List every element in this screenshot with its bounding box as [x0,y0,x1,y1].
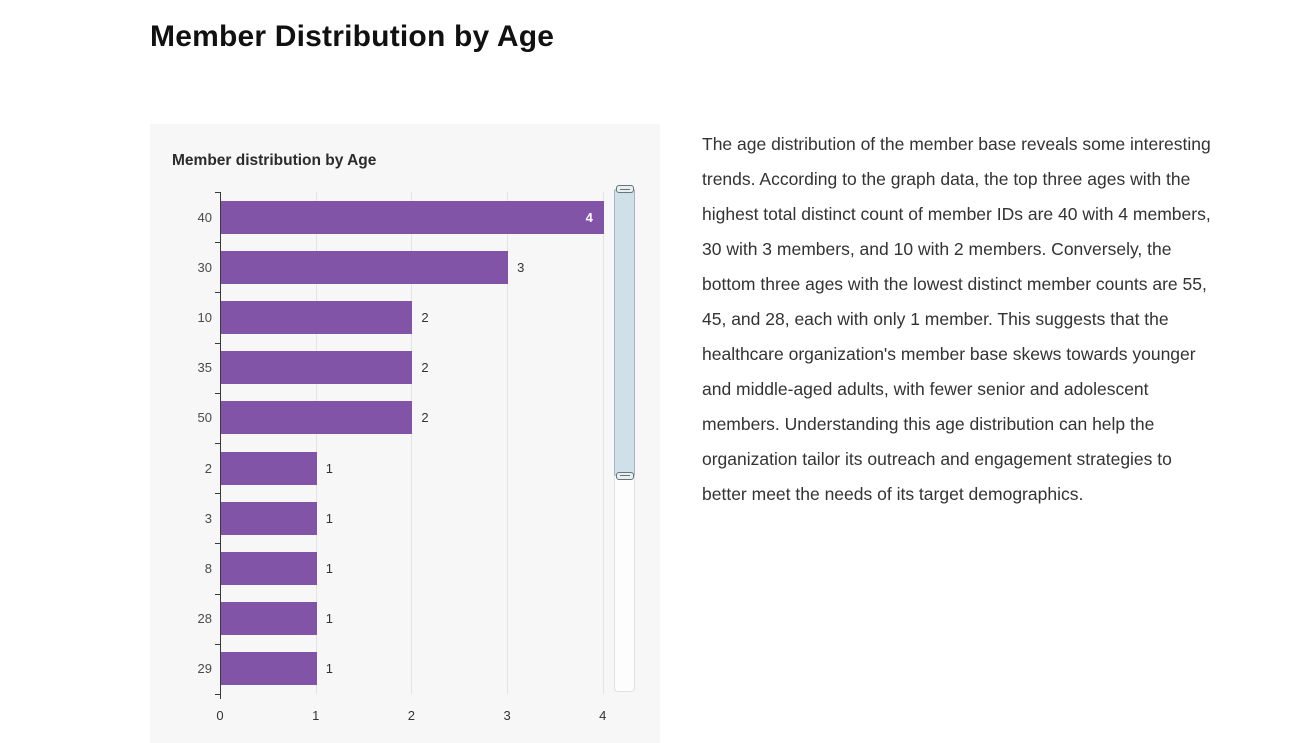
gridline-x-4 [602,192,604,694]
chart-description: The age distribution of the member base … [702,134,1211,504]
bar-age-50[interactable] [221,401,413,435]
category-label: 28 [197,611,212,627]
category-label: 40 [197,209,212,225]
y-axis-tick [215,694,220,695]
y-axis-tick [215,292,220,294]
y-axis-tick [215,192,220,193]
bar-age-10[interactable] [221,301,413,334]
category-label: 30 [197,259,212,275]
value-label: 2 [421,410,429,426]
chart-scrollbar-thumb[interactable] [614,189,635,476]
chart-scrollbar-handle-bottom[interactable] [615,471,634,480]
x-axis-label-0: 0 [216,708,224,723]
category-label: 2 [204,460,212,476]
value-label: 1 [325,561,333,576]
category-label: 8 [204,561,212,576]
bar-age-2[interactable] [221,451,317,485]
y-axis-tick [215,443,220,444]
category-label: 50 [197,410,212,426]
gridline-x-2 [411,192,413,694]
value-label: 4 [585,209,593,225]
y-axis-tick [215,242,220,244]
x-axis-label-4: 4 [599,708,607,723]
bar-age-8[interactable] [221,552,317,585]
y-axis-tick [215,493,220,495]
bar-age-29[interactable] [221,652,317,686]
page-title: Member Distribution by Age [150,20,555,53]
bar-age-30[interactable] [221,250,509,284]
x-axis-label-3: 3 [503,708,511,723]
category-label: 35 [197,360,212,376]
x-axis-label-2: 2 [407,708,415,723]
category-label: 29 [197,661,212,677]
value-label: 2 [421,360,429,376]
value-label: 1 [325,460,333,476]
chart-scrollbar-handle-top[interactable] [615,185,634,193]
y-axis-tick [215,643,220,645]
bar-age-28[interactable] [221,602,317,636]
value-label: 3 [517,259,525,275]
bar-age-35[interactable] [221,351,413,385]
category-label: 10 [197,310,212,325]
category-label: 3 [204,510,212,526]
y-axis-tick [215,543,220,545]
y-axis-tick [215,342,220,344]
value-label: 1 [325,510,333,526]
bar-age-3[interactable] [221,501,317,535]
y-axis-tick [215,593,220,595]
bar-chart-plot-area: 40 4 30 3 10 2 35 2 50 2 2 1 3 1 8 1 28 1 29 1 0 1 2 3 4 [150,124,660,743]
gridline-x-1 [315,192,317,694]
x-axis-label-1: 1 [312,708,320,723]
gridline-x-3 [507,192,509,694]
value-label: 1 [325,611,333,627]
chart-panel: Member distribution by Age 40 4 30 3 10 2 35 2 5… [150,124,660,743]
value-label: 2 [421,310,429,325]
value-label: 1 [325,661,333,677]
y-axis-line [220,192,221,699]
y-axis-tick [215,392,220,394]
bar-age-40[interactable] [221,200,604,234]
chart-title: Member distribution by Age [172,152,377,169]
